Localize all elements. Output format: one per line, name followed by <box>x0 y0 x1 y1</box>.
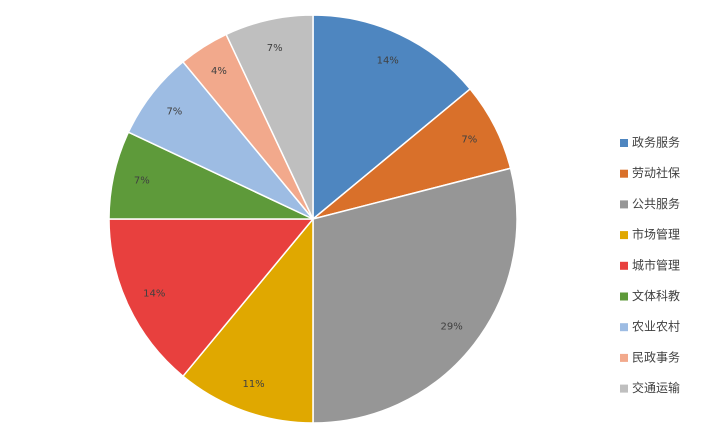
pie-slice <box>225 14 314 220</box>
legend-swatch <box>620 323 628 332</box>
legend-label: 农业农村 <box>632 320 680 334</box>
pie-slice <box>108 218 315 378</box>
legend-label: 城市管理 <box>632 257 680 272</box>
value-label: 7% <box>134 176 150 187</box>
legend-label: 市场管理 <box>632 227 680 242</box>
legend-label: 公共服务 <box>632 196 680 211</box>
legend-label: 政务服务 <box>632 135 680 150</box>
value-label: 14% <box>377 55 399 66</box>
legend-label: 交通运输 <box>632 380 680 395</box>
legend-label: 文体科教 <box>632 288 680 303</box>
legend-swatch <box>620 139 628 147</box>
legend-label: 民政事务 <box>632 349 680 364</box>
value-label: 7% <box>461 134 477 145</box>
pie-slice <box>312 14 472 221</box>
value-label: 14% <box>143 289 165 300</box>
value-label: 7% <box>267 43 283 54</box>
legend-swatch <box>620 292 628 301</box>
pie-slice <box>181 216 314 424</box>
value-label: 4% <box>211 66 227 77</box>
legend-swatch <box>620 231 628 240</box>
legend-swatch <box>620 384 628 393</box>
value-label: 7% <box>166 106 182 117</box>
legend-swatch <box>620 169 628 178</box>
legend-label: 劳动社保 <box>632 165 680 180</box>
value-label: 11% <box>242 379 264 390</box>
value-label: 29% <box>441 322 463 333</box>
legend-swatch <box>620 353 628 362</box>
legend-swatch <box>620 200 628 209</box>
pie-slice <box>312 167 518 424</box>
legend-swatch <box>620 261 628 270</box>
